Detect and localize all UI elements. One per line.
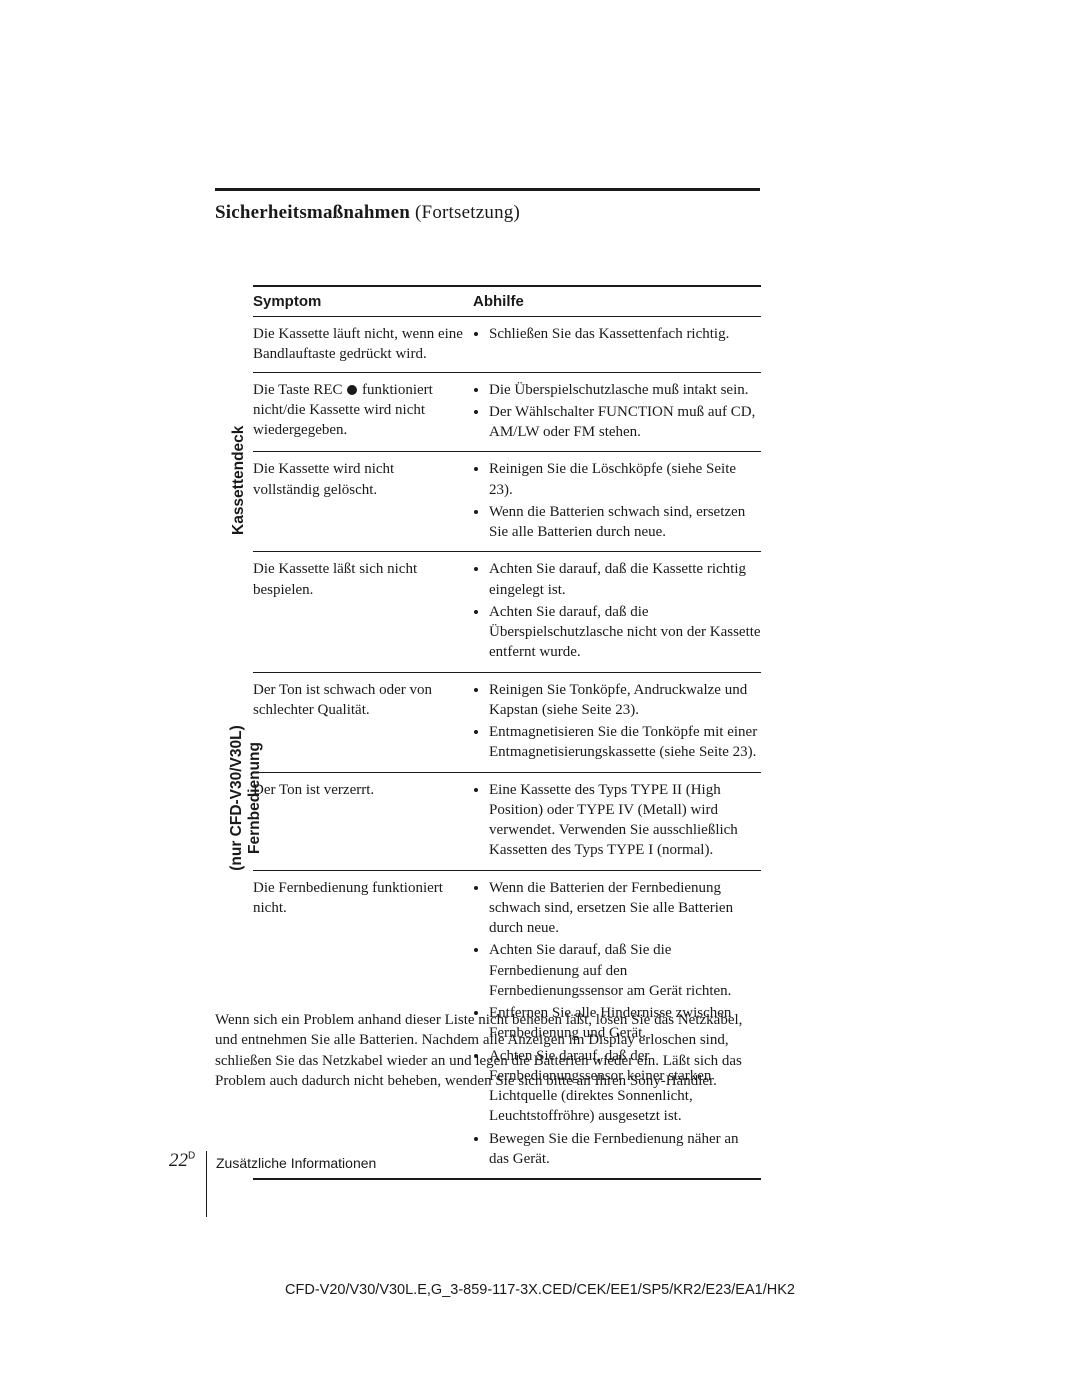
- page-heading: Sicherheitsmaßnahmen (Fortsetzung): [215, 202, 520, 224]
- table-row: Der Ton ist verzerrt. Eine Kassette des …: [253, 773, 761, 871]
- remedy-item: Entmagnetisieren Sie die Tonköpfe mit ei…: [489, 722, 761, 763]
- document-id: CFD-V20/V30/V30L.E,G_3-859-117-3X.CED/CE…: [0, 1282, 1080, 1298]
- symptom-cell: Die Kassette wird nicht vollständig gelö…: [253, 459, 473, 544]
- symptom-cell: Der Ton ist verzerrt.: [253, 780, 473, 863]
- table-row: Der Ton ist schwach oder von schlechter …: [253, 673, 761, 773]
- table-row: Die Kassette wird nicht vollständig gelö…: [253, 452, 761, 552]
- manual-page: Sicherheitsmaßnahmen (Fortsetzung) Kasse…: [0, 0, 1080, 1397]
- heading-cont: (Fortsetzung): [410, 202, 520, 223]
- remedy-cell: Reinigen Sie Tonköpfe, Andruckwalze und …: [473, 680, 761, 765]
- section-label-kassettendeck: Kassettendeck: [230, 426, 248, 535]
- record-dot-icon: [347, 385, 357, 395]
- remedy-item: Schließen Sie das Kassettenfach richtig.: [489, 324, 761, 344]
- remedy-item: Reinigen Sie Tonköpfe, Andruckwalze und …: [489, 680, 761, 721]
- closing-note: Wenn sich ein Problem anhand dieser List…: [215, 1010, 760, 1091]
- symptom-text-pre: Die Taste REC: [253, 382, 346, 398]
- remedy-item: Wenn die Batterien schwach sind, ersetze…: [489, 502, 761, 543]
- symptom-cell: Die Kassette läßt sich nicht bespielen.: [253, 559, 473, 664]
- remedy-item: Achten Sie darauf, daß die Überspielschu…: [489, 602, 761, 663]
- symptom-cell: Die Kassette läuft nicht, wenn eine Band…: [253, 324, 473, 365]
- table-header-row: Symptom Abhilfe: [253, 285, 761, 317]
- page-number-lang: D: [188, 1151, 195, 1162]
- remedy-item: Wenn die Batterien der Fernbedienung sch…: [489, 878, 761, 939]
- remedy-cell: Achten Sie darauf, daß die Kassette rich…: [473, 559, 761, 664]
- footer-section-label: Zusätzliche Informationen: [216, 1155, 376, 1171]
- remedy-item: Die Überspielschutzlasche muß intakt sei…: [489, 380, 761, 400]
- section-label-fernbedienung-line2: (nur CFD-V30/V30L): [228, 708, 246, 888]
- footer-divider: [206, 1151, 207, 1217]
- remedy-item: Achten Sie darauf, daß Sie die Fernbedie…: [489, 940, 761, 1001]
- top-rule: [215, 188, 760, 191]
- remedy-cell: Reinigen Sie die Löschköpfe (siehe Seite…: [473, 459, 761, 544]
- table-row: Die Kassette läßt sich nicht bespielen. …: [253, 552, 761, 672]
- page-number-value: 22: [169, 1150, 188, 1171]
- remedy-item: Bewegen Sie die Fernbedienung näher an d…: [489, 1129, 761, 1170]
- remedy-cell: Schließen Sie das Kassettenfach richtig.: [473, 324, 761, 365]
- remedy-cell: Eine Kassette des Typs TYPE II (High Pos…: [473, 780, 761, 863]
- heading-main: Sicherheitsmaßnahmen: [215, 202, 410, 223]
- table-row: Die Kassette läuft nicht, wenn eine Band…: [253, 317, 761, 373]
- remedy-item: Achten Sie darauf, daß die Kassette rich…: [489, 559, 761, 600]
- symptom-cell: Der Ton ist schwach oder von schlechter …: [253, 680, 473, 765]
- table-row: Die Taste REC funktioniert nicht/die Kas…: [253, 373, 761, 453]
- header-remedy: Abhilfe: [473, 293, 761, 310]
- remedy-item: Eine Kassette des Typs TYPE II (High Pos…: [489, 780, 761, 861]
- page-number: 22D: [169, 1150, 195, 1172]
- symptom-cell: Die Taste REC funktioniert nicht/die Kas…: [253, 380, 473, 445]
- remedy-cell: Die Überspielschutzlasche muß intakt sei…: [473, 380, 761, 445]
- header-symptom: Symptom: [253, 293, 473, 310]
- remedy-item: Reinigen Sie die Löschköpfe (siehe Seite…: [489, 459, 761, 500]
- remedy-item: Der Wählschalter FUNCTION muß auf CD, AM…: [489, 402, 761, 443]
